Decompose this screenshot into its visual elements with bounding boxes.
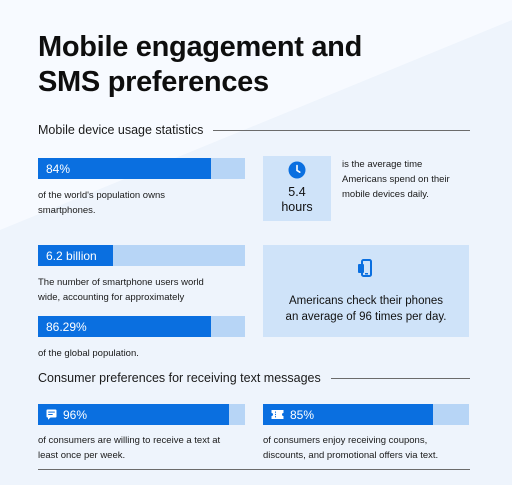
weekly-text-value: 96%	[63, 407, 88, 422]
weekly-text-bar: 96%	[38, 404, 245, 425]
caption-line: wide, accounting for approximately	[38, 292, 185, 303]
title-line-2: SMS preferences	[38, 66, 269, 98]
weekly-text-caption: of consumers are willing to receive a te…	[38, 433, 258, 463]
ticket-icon	[271, 409, 284, 420]
bottom-divider	[38, 469, 470, 470]
caption-line: mobile devices daily.	[342, 189, 429, 200]
caption-line: smartphones.	[38, 205, 96, 216]
caption-line: is the average time	[342, 159, 423, 170]
time-spent-caption: is the average time Americans spend on t…	[342, 157, 472, 202]
section-heading-preferences: Consumer preferences for receiving text …	[38, 369, 470, 387]
coupons-bar: 85%	[263, 404, 469, 425]
section-heading-usage-text: Mobile device usage statistics	[38, 123, 204, 137]
caption-line: of consumers are willing to receive a te…	[38, 435, 221, 446]
global-population-value: 86.29%	[46, 319, 87, 334]
phone-checks-text: Americans check their phones an average …	[286, 293, 447, 325]
phone-checks-line: an average of 96 times per day.	[285, 311, 447, 323]
page-title: Mobile engagement and SMS preferences	[38, 30, 458, 100]
phone-checks-card: Americans check their phones an average …	[263, 245, 469, 337]
smartphone-ownership-bar: 84%	[38, 158, 245, 179]
section-divider	[213, 129, 470, 131]
global-population-caption: of the global population.	[38, 348, 139, 359]
caption-line: least once per week.	[38, 450, 126, 461]
smartphone-users-value: 6.2 billion	[46, 248, 97, 263]
caption-line: The number of smartphone users world	[38, 277, 204, 288]
coupons-caption: of consumers enjoy receiving coupons, di…	[263, 433, 473, 463]
coupons-value: 85%	[290, 407, 315, 422]
smartphone-users-fill: 6.2 billion	[38, 245, 113, 266]
title-line-1: Mobile engagement and	[38, 31, 363, 63]
time-spent-value: 5.4	[288, 185, 306, 199]
global-population-bar: 86.29%	[38, 316, 245, 337]
message-icon	[46, 409, 57, 420]
coupons-fill: 85%	[263, 404, 433, 425]
caption-line: discounts, and promotional offers via te…	[263, 450, 439, 461]
phone-icon	[358, 259, 372, 277]
time-spent-card: 5.4 hours	[263, 156, 331, 221]
smartphone-ownership-caption: of the world's population owns smartphon…	[38, 188, 248, 218]
phone-checks-line: Americans check their phones	[288, 295, 444, 307]
clock-icon	[288, 161, 306, 179]
section-heading-preferences-text: Consumer preferences for receiving text …	[38, 371, 321, 385]
section-divider	[330, 377, 470, 379]
smartphone-users-caption: The number of smartphone users world wid…	[38, 275, 253, 305]
smartphone-ownership-value: 84%	[46, 161, 71, 176]
global-population-fill: 86.29%	[38, 316, 211, 337]
caption-line: of consumers enjoy receiving coupons,	[263, 435, 428, 446]
smartphone-users-bar: 6.2 billion	[38, 245, 245, 266]
smartphone-ownership-fill: 84%	[38, 158, 211, 179]
caption-line: Americans spend on their	[342, 174, 450, 185]
weekly-text-fill: 96%	[38, 404, 229, 425]
caption-line: of the world's population owns	[38, 190, 165, 201]
time-spent-unit: hours	[281, 200, 313, 214]
section-heading-usage: Mobile device usage statistics	[38, 121, 470, 139]
